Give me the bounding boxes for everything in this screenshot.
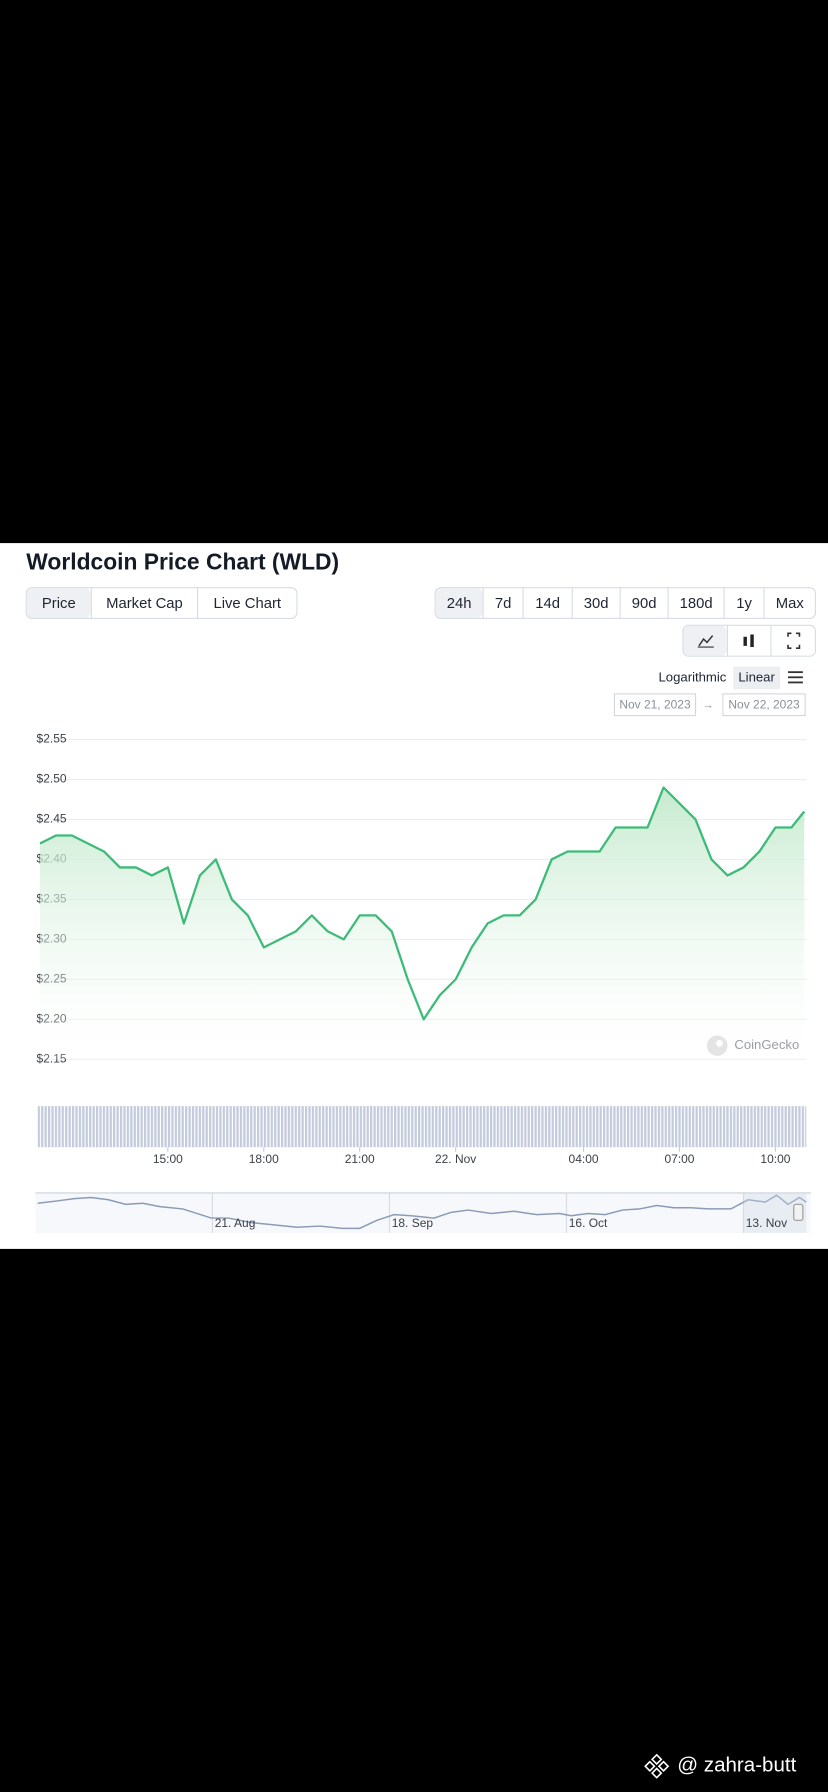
navigator-label: 18. Sep <box>392 1216 434 1230</box>
x-tick-label: 15:00 <box>153 1152 183 1166</box>
date-input[interactable] <box>613 693 697 717</box>
button-frame <box>434 587 817 620</box>
y-tick-label: $2.45 <box>37 812 67 826</box>
date-to: Nov 22, 2023 <box>728 697 800 711</box>
date-from: Nov 21, 2023 <box>619 697 691 711</box>
button-label[interactable]: Market Cap <box>106 596 183 612</box>
button-label[interactable]: Price <box>42 596 76 612</box>
navigator-label: 21. Aug <box>215 1216 256 1230</box>
range-group: 24h 7d 14d 30d 90d 180d 1y Max <box>434 587 817 620</box>
expand-icon[interactable] <box>787 632 801 649</box>
scale-option[interactable]: Logarithmic <box>659 669 727 684</box>
candle-icon[interactable] <box>750 634 754 648</box>
navigator-handle[interactable] <box>793 1203 804 1221</box>
date-input[interactable] <box>722 693 806 717</box>
scale-option-bg <box>733 666 781 690</box>
button-label[interactable]: 90d <box>632 596 657 612</box>
button-label[interactable]: Max <box>776 596 805 612</box>
scale-option[interactable]: Linear <box>738 669 775 684</box>
button-label[interactable]: 30d <box>584 596 609 612</box>
button-active[interactable] <box>435 588 483 618</box>
date-arrow: → <box>702 699 713 711</box>
volume-strip <box>37 1106 807 1148</box>
x-tick-label: 22. Nov <box>435 1152 476 1166</box>
chart-type-toggle <box>682 624 817 657</box>
tab-group: Price Market Cap Live Chart <box>25 587 298 620</box>
button-active[interactable] <box>26 588 91 618</box>
x-tick-label: 18:00 <box>249 1152 279 1166</box>
navigator-label: 13. Nov <box>746 1216 787 1230</box>
plot: $2.15$2.20$2.25$2.30$2.35$2.40$2.45$2.50… <box>37 732 807 1166</box>
credit: @ zahra-butt <box>677 1754 796 1777</box>
menu-icon[interactable] <box>788 671 803 684</box>
navigator-label: 16. Oct <box>569 1216 608 1230</box>
x-tick-label: 10:00 <box>760 1152 790 1166</box>
button-frame <box>25 587 298 620</box>
chart-title: Worldcoin Price Chart (WLD) <box>26 549 339 575</box>
button-label[interactable]: 24h <box>447 596 472 612</box>
watermark-logo-eye <box>716 1039 723 1047</box>
button-label[interactable]: 7d <box>495 596 511 612</box>
button-label[interactable]: Live Chart <box>213 596 281 612</box>
navigator-line <box>37 1194 807 1230</box>
x-tick-label: 07:00 <box>664 1152 694 1166</box>
y-tick-label: $2.50 <box>37 772 67 786</box>
button-label[interactable]: 1y <box>736 596 752 612</box>
x-tick-label: 04:00 <box>569 1152 599 1166</box>
x-tick-label: 21:00 <box>345 1152 375 1166</box>
credit-icon <box>644 1753 670 1779</box>
credit-logo <box>644 1753 670 1779</box>
line-icon[interactable] <box>698 635 714 647</box>
navigator-bg <box>35 1192 811 1233</box>
navigator: 21. Aug 18. Sep 16. Oct 13. Nov <box>35 1192 811 1233</box>
y-tick-label: $2.55 <box>37 732 67 746</box>
candle-icon[interactable] <box>743 636 747 646</box>
price-line <box>39 786 806 1021</box>
button-label[interactable]: 14d <box>535 596 560 612</box>
button-label[interactable]: 180d <box>680 596 713 612</box>
watermark: CoinGecko <box>734 1037 799 1052</box>
price-area <box>39 787 805 1060</box>
